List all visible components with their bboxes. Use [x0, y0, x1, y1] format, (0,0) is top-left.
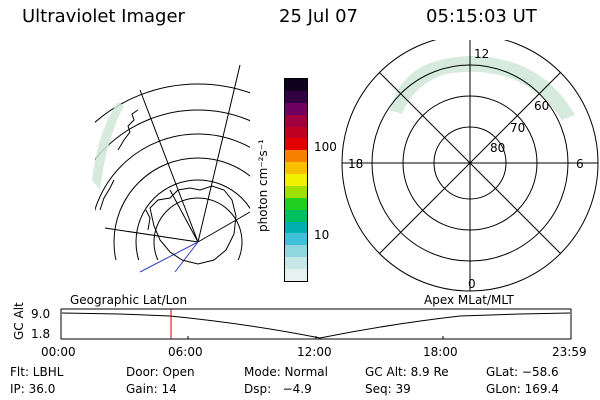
mlt-label-12: 12: [474, 47, 489, 61]
apex-label: Apex MLat/MLT: [424, 293, 514, 307]
latitude-circles: [95, 83, 250, 260]
altitude-curve: [61, 312, 571, 339]
mlat-mlt-polar-plot: 12 6 18 0 60 70 80: [341, 40, 599, 292]
colorbar-tick-10: 10: [314, 228, 330, 242]
mlt-label-6: 6: [576, 157, 584, 171]
longitude-lines: [104, 64, 251, 243]
mlat-label-70: 70: [510, 121, 525, 135]
status-glat: GLat: −58.6: [486, 365, 559, 379]
geographic-label: Geographic Lat/Lon: [70, 293, 188, 307]
orbit-altitude-plot: [60, 308, 572, 340]
timeline-y-bottom: 1.8: [31, 327, 51, 341]
coastlines: [99, 109, 237, 265]
mlt-label-18: 18: [348, 157, 363, 171]
status-seq: Seq: 39: [365, 382, 411, 396]
colorbar-unit-label: photon cm⁻²s⁻¹: [256, 139, 270, 232]
terminator-lines: [139, 241, 199, 273]
timeline-tick-0000: 00:00: [41, 345, 76, 359]
polar-grid: [341, 40, 599, 292]
status-dsp: Dsp: −4.9: [244, 382, 312, 396]
auroral-oval: [390, 56, 575, 120]
timeline-tick-1200: 12:00: [297, 345, 332, 359]
geographic-map: [92, 64, 251, 273]
mlat-label-80: 80: [490, 141, 505, 155]
timeline-tick-0600: 06:00: [168, 345, 203, 359]
aurora-glow: [92, 102, 124, 190]
timeline-tick-2359: 23:59: [552, 345, 587, 359]
date-label: 25 Jul 07: [279, 6, 358, 27]
app-title: Ultraviolet Imager: [22, 6, 185, 27]
status-door: Door: Open: [126, 365, 195, 379]
status-glon: GLon: 169.4: [486, 382, 559, 396]
status-filter: Flt: LBHL: [10, 365, 64, 379]
colorbar-tick-100: 100: [314, 140, 337, 154]
mlt-label-0: 0: [468, 277, 476, 291]
status-mode: Mode: Normal: [244, 365, 328, 379]
status-ip: IP: 36.0: [10, 382, 56, 396]
timeline-axis-label: GC Alt: [12, 302, 26, 340]
time-label: 05:15:03 UT: [426, 6, 537, 27]
color-scale-bar: [284, 78, 308, 282]
mlat-label-60: 60: [534, 99, 549, 113]
timeline-y-top: 9.0: [31, 307, 51, 321]
timeline-tick-1800: 18:00: [423, 345, 458, 359]
status-gc-alt: GC Alt: 8.9 Re: [365, 365, 449, 379]
status-gain: Gain: 14: [126, 382, 177, 396]
